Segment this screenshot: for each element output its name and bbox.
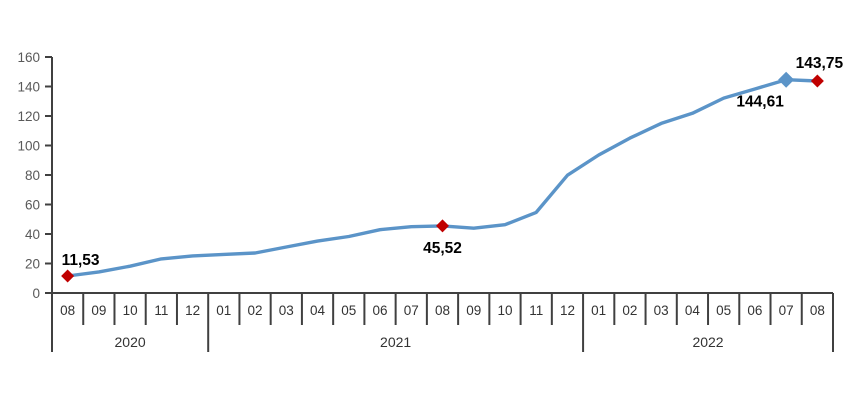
month-label: 02 (248, 303, 263, 318)
month-label: 10 (123, 303, 138, 318)
month-label: 03 (654, 303, 669, 318)
y-axis-tick-label: 140 (17, 80, 40, 95)
month-label: 02 (622, 303, 637, 318)
y-axis-tick-label: 80 (25, 168, 40, 183)
data-point-label: 11,53 (62, 252, 100, 269)
month-label: 03 (279, 303, 294, 318)
year-label: 2022 (692, 334, 723, 350)
month-label: 05 (716, 303, 731, 318)
month-label: 09 (91, 303, 106, 318)
month-label: 04 (310, 303, 326, 318)
data-point-label: 143,75 (796, 55, 844, 72)
month-label: 09 (466, 303, 481, 318)
year-label: 2021 (380, 334, 411, 350)
month-label: 07 (404, 303, 419, 318)
month-label: 01 (216, 303, 231, 318)
y-axis-tick-label: 100 (17, 139, 40, 154)
data-point-label: 144,61 (736, 94, 784, 111)
month-label: 11 (529, 303, 543, 318)
month-label: 12 (560, 303, 575, 318)
month-label: 05 (341, 303, 356, 318)
month-label: 04 (685, 303, 701, 318)
year-label: 2020 (115, 334, 146, 350)
data-point-label: 45,52 (423, 240, 462, 257)
data-point-marker (61, 269, 75, 283)
month-label: 01 (591, 303, 606, 318)
month-label: 10 (497, 303, 512, 318)
month-label: 08 (60, 303, 75, 318)
month-label: 12 (185, 303, 200, 318)
month-label: 08 (435, 303, 450, 318)
y-axis-tick-label: 120 (17, 109, 40, 124)
y-axis-tick-label: 40 (25, 227, 40, 242)
data-point-marker (778, 71, 795, 88)
month-label: 06 (747, 303, 762, 318)
data-point-marker (436, 219, 449, 233)
data-point-marker (810, 74, 824, 88)
y-axis-tick-label: 0 (32, 286, 40, 301)
month-label: 11 (154, 303, 168, 318)
y-axis-tick-label: 60 (25, 198, 40, 213)
month-label: 07 (779, 303, 794, 318)
month-label: 06 (373, 303, 388, 318)
y-axis-tick-label: 160 (17, 50, 40, 65)
y-axis-tick-label: 20 (25, 257, 40, 272)
month-label: 08 (810, 303, 825, 318)
